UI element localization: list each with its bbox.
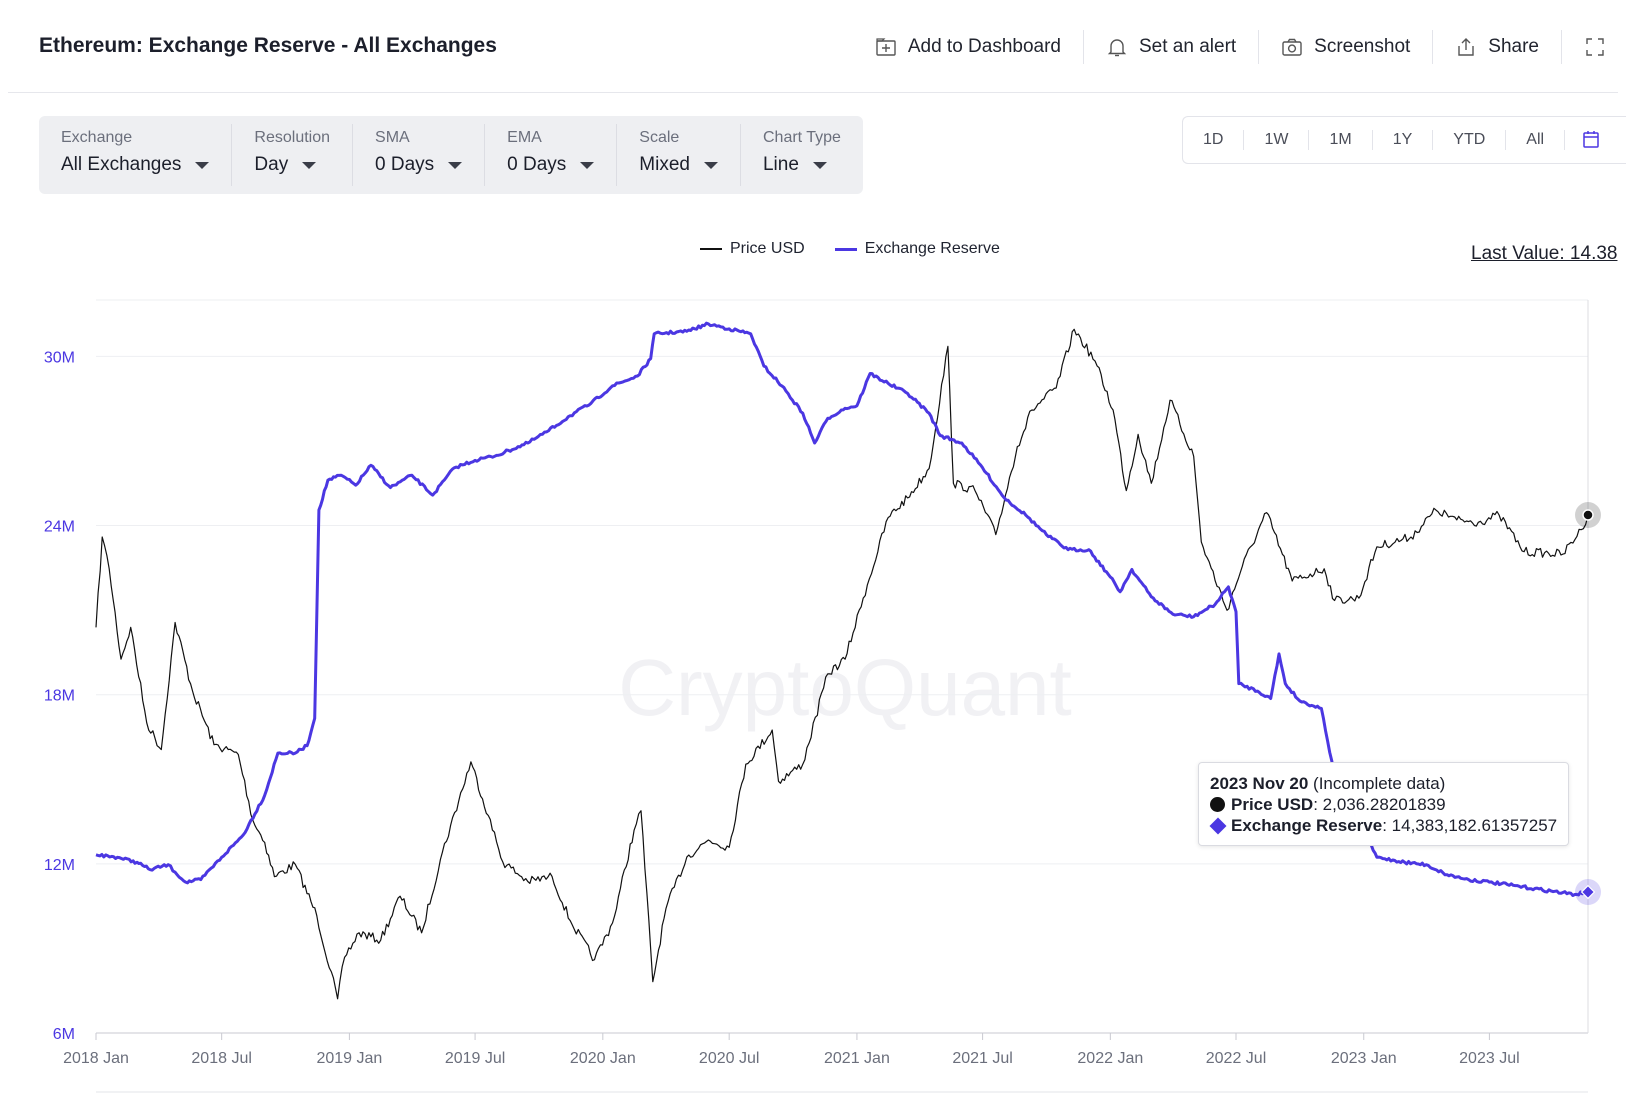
range-1m[interactable]: 1M bbox=[1309, 130, 1373, 150]
chevron-down-icon bbox=[195, 161, 210, 169]
x-axis-tick-label: 2021 Jan bbox=[824, 1050, 890, 1067]
legend-item-price[interactable]: Price USD bbox=[700, 240, 805, 258]
x-axis-tick-label: 2019 Jul bbox=[445, 1050, 506, 1067]
tooltip-reserve-label: Exchange Reserve bbox=[1231, 816, 1383, 835]
range-1y[interactable]: 1Y bbox=[1373, 130, 1434, 150]
chart-tooltip: 2023 Nov 20 (Incomplete data) Price USD:… bbox=[1198, 762, 1569, 846]
range-ytd[interactable]: YTD bbox=[1433, 130, 1507, 150]
x-axis-tick-label: 2018 Jan bbox=[63, 1050, 129, 1067]
chevron-down-icon bbox=[703, 161, 718, 169]
camera-icon bbox=[1282, 38, 1302, 56]
page-title: Ethereum: Exchange Reserve - All Exchang… bbox=[39, 34, 497, 57]
price-marker-icon bbox=[1210, 797, 1225, 812]
y-axis-tick-label: 24M bbox=[44, 519, 75, 536]
range-selector: 1D 1W 1M 1Y YTD All bbox=[1182, 116, 1626, 164]
x-axis-tick-label: 2023 Jul bbox=[1459, 1050, 1520, 1067]
ema-select-label: EMA bbox=[507, 129, 542, 146]
range-all[interactable]: All bbox=[1506, 130, 1566, 150]
screenshot-button[interactable]: Screenshot bbox=[1259, 30, 1434, 64]
share-icon bbox=[1458, 38, 1474, 56]
fullscreen-icon bbox=[1586, 38, 1604, 56]
calendar-icon bbox=[1583, 131, 1599, 148]
watermark-text: CryptoQuant bbox=[618, 643, 1072, 732]
x-axis-tick-label: 2020 Jul bbox=[699, 1050, 760, 1067]
fullscreen-button[interactable] bbox=[1562, 30, 1606, 64]
add-to-dashboard-button[interactable]: Add to Dashboard bbox=[853, 30, 1084, 64]
x-axis-tick-label: 2018 Jul bbox=[191, 1050, 252, 1067]
y-axis-tick-label: 18M bbox=[44, 688, 75, 705]
chevron-down-icon bbox=[302, 161, 317, 169]
x-axis-tick-label: 2020 Jan bbox=[570, 1050, 636, 1067]
sma-select[interactable]: SMA 0 Days bbox=[353, 124, 486, 186]
legend-label-reserve: Exchange Reserve bbox=[864, 240, 1000, 257]
calendar-button[interactable] bbox=[1565, 130, 1599, 150]
tooltip-date: 2023 Nov 20 bbox=[1210, 774, 1309, 793]
exchange-select-label: Exchange bbox=[61, 129, 133, 146]
tooltip-note: (Incomplete data) bbox=[1313, 774, 1446, 793]
set-alert-button[interactable]: Set an alert bbox=[1084, 30, 1260, 64]
share-label: Share bbox=[1488, 36, 1539, 57]
add-to-dashboard-label: Add to Dashboard bbox=[907, 36, 1061, 57]
sma-select-value: 0 Days bbox=[375, 154, 435, 175]
sma-select-label: SMA bbox=[375, 129, 410, 146]
range-1d[interactable]: 1D bbox=[1183, 130, 1245, 150]
legend-label-price: Price USD bbox=[730, 240, 805, 257]
exchange-select[interactable]: Exchange All Exchanges bbox=[39, 124, 233, 186]
ema-select[interactable]: EMA 0 Days bbox=[485, 124, 618, 186]
y-axis-tick-label: 6M bbox=[53, 1026, 75, 1043]
chart-controls: Exchange All Exchanges Resolution Day SM… bbox=[39, 116, 863, 194]
legend-item-reserve[interactable]: Exchange Reserve bbox=[834, 240, 1000, 258]
x-axis-tick-label: 2019 Jan bbox=[316, 1050, 382, 1067]
y-axis-tick-label: 30M bbox=[44, 349, 75, 366]
ema-select-value: 0 Days bbox=[507, 154, 567, 175]
chart-type-select-label: Chart Type bbox=[762, 129, 841, 146]
x-axis-tick-label: 2022 Jan bbox=[1077, 1050, 1143, 1067]
x-axis-tick-label: 2021 Jul bbox=[952, 1050, 1013, 1067]
y-axis-tick-label: 12M bbox=[44, 857, 75, 874]
x-axis-tick-label: 2022 Jul bbox=[1206, 1050, 1267, 1067]
chevron-down-icon bbox=[812, 161, 827, 169]
legend-swatch-price bbox=[700, 248, 722, 250]
chart-type-select-value: Line bbox=[762, 154, 799, 175]
resolution-select-label: Resolution bbox=[254, 129, 331, 146]
range-1w[interactable]: 1W bbox=[1244, 130, 1310, 150]
tooltip-price-value: 2,036.28201839 bbox=[1322, 795, 1446, 814]
x-axis-tick-label: 2023 Jan bbox=[1331, 1050, 1397, 1067]
resolution-select-value: Day bbox=[254, 154, 289, 175]
header-actions: Add to Dashboard Set an alert Screenshot… bbox=[853, 30, 1606, 64]
reserve-marker-icon bbox=[1209, 817, 1227, 834]
price-usd-line bbox=[95, 328, 1589, 1000]
last-value[interactable]: Last Value: 14.38 bbox=[1471, 243, 1618, 264]
legend-swatch-reserve bbox=[834, 247, 857, 251]
chart-header: Ethereum: Exchange Reserve - All Exchang… bbox=[8, 0, 1618, 93]
chart-legend: Price USD Exchange Reserve bbox=[700, 240, 1000, 258]
resolution-select[interactable]: Resolution Day bbox=[232, 124, 354, 186]
exchange-select-value: All Exchanges bbox=[61, 154, 182, 175]
share-button[interactable]: Share bbox=[1433, 30, 1562, 64]
scale-select[interactable]: Scale Mixed bbox=[617, 124, 741, 186]
price-hover-marker bbox=[1582, 509, 1594, 521]
chart-type-select[interactable]: Chart Type Line bbox=[741, 124, 863, 186]
bell-icon bbox=[1107, 39, 1127, 57]
tooltip-reserve-value: 14,383,182.61357257 bbox=[1391, 816, 1558, 835]
chevron-down-icon bbox=[580, 161, 595, 169]
tooltip-price-label: Price USD bbox=[1231, 795, 1314, 814]
scale-select-value: Mixed bbox=[639, 154, 690, 175]
screenshot-label: Screenshot bbox=[1314, 36, 1411, 57]
scale-select-label: Scale bbox=[639, 129, 680, 146]
set-alert-label: Set an alert bbox=[1139, 36, 1237, 57]
add-to-dashboard-icon bbox=[876, 38, 896, 56]
chevron-down-icon bbox=[448, 161, 463, 169]
reserve-hover-marker bbox=[1580, 884, 1596, 900]
